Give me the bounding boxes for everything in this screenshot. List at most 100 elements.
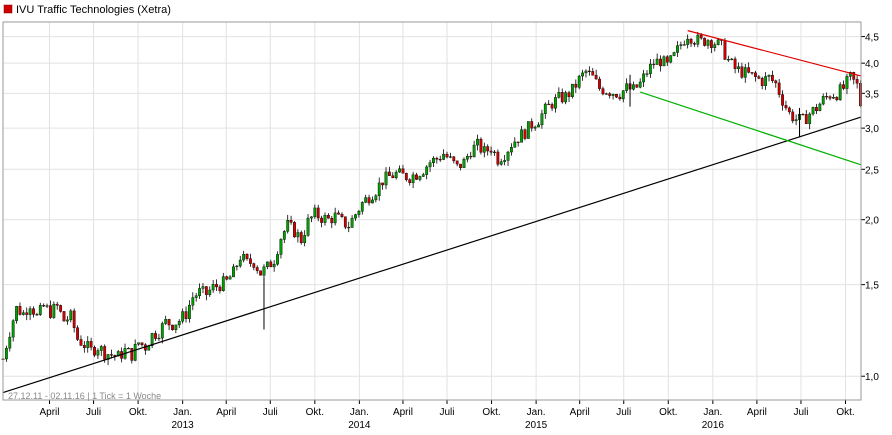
candle-down [659, 58, 662, 67]
candle-up [357, 211, 361, 215]
candle-down [89, 341, 93, 348]
candle-up [540, 113, 544, 126]
candle-up [604, 93, 608, 95]
candle-up [238, 259, 242, 267]
y-tick-label: 2,0 [865, 216, 879, 227]
candle-up [86, 341, 90, 348]
candle-down [82, 345, 86, 348]
candle-up [686, 38, 690, 45]
candle-up [638, 81, 642, 88]
candle-up [726, 59, 730, 61]
candle-up [537, 124, 540, 128]
candle-up [52, 303, 56, 318]
y-tick-label: 3,0 [865, 124, 879, 135]
candle-down [55, 303, 59, 306]
candle-up [821, 96, 825, 105]
x-tick-label: Juli [616, 407, 631, 418]
candle-up [286, 220, 290, 232]
candle-up [133, 343, 137, 361]
candle-down [842, 84, 845, 89]
year-label: 2016 [702, 420, 725, 431]
candle-down [598, 78, 601, 89]
candle-up [506, 151, 510, 161]
candle-down [435, 157, 439, 160]
candle-up [482, 146, 486, 153]
candle-up [442, 153, 446, 160]
candle-up [354, 214, 357, 219]
candle-down [784, 105, 788, 109]
candle-down [530, 121, 534, 129]
candle-down [594, 75, 598, 80]
candle-up [228, 276, 232, 280]
candle-up [655, 58, 659, 65]
candle-up [279, 239, 283, 255]
candle-up [194, 295, 198, 298]
candle-up [221, 276, 225, 292]
candle-up [15, 306, 18, 321]
candle-down [35, 314, 39, 316]
candle-up [448, 156, 452, 158]
candle-down [438, 158, 442, 161]
candle-up [428, 162, 432, 168]
candle-up [811, 107, 815, 115]
candle-up [808, 113, 812, 124]
candle-down [252, 263, 256, 268]
candle-down [316, 207, 320, 219]
candle-up [99, 346, 103, 351]
candle-down [469, 155, 473, 158]
candle-up [265, 261, 269, 268]
y-axis-labels: 1,0 1,5 2,0 2,5 3,0 3,5 4,0 4,5 [865, 33, 879, 384]
candle-down [415, 174, 418, 180]
candle-up [371, 199, 374, 204]
candle-up [764, 76, 768, 86]
candle-down [618, 96, 622, 100]
candle-up [584, 70, 588, 74]
candle-down [587, 70, 591, 72]
candle-up [503, 160, 507, 162]
y-tick-label: 2,5 [865, 165, 879, 176]
candle-up [672, 52, 676, 56]
candle-up [323, 215, 327, 223]
x-tick-label: April [570, 407, 590, 418]
candle-up [188, 304, 191, 319]
candle-up [499, 161, 503, 165]
candle-down [391, 175, 395, 179]
candle-up [648, 63, 652, 74]
trendlines [2, 30, 862, 394]
candle-down [343, 216, 347, 228]
candle-down [723, 40, 727, 60]
candle-down [574, 83, 578, 88]
candle-down [452, 156, 456, 162]
candle-up [177, 321, 181, 326]
candle-up [313, 207, 317, 218]
candle-up [303, 235, 307, 244]
candle-up [848, 71, 852, 77]
candle-up [581, 72, 584, 77]
candle-up [157, 337, 161, 340]
candle-up [21, 312, 25, 315]
x-axis-labels: April Juli Okt. Jan. April Juli Okt. Jan. April J… [39, 407, 854, 431]
candle-down [665, 56, 669, 63]
candle-down [455, 160, 459, 165]
candle-down [486, 146, 490, 152]
trendline [687, 30, 862, 77]
candle-down [167, 319, 171, 326]
candle-up [398, 168, 401, 173]
candle-up [45, 305, 49, 307]
y-tick-label: 1,0 [865, 372, 879, 383]
candle-up [160, 323, 164, 339]
candle-up [296, 232, 300, 238]
candle-down [550, 104, 554, 109]
candle-up [832, 97, 835, 99]
y-tick-label: 3,5 [865, 89, 879, 100]
candle-down [489, 150, 493, 153]
candle-up [794, 119, 798, 122]
candle-up [621, 90, 625, 100]
candle-down [781, 94, 784, 106]
candle-down [791, 111, 795, 122]
candle-up [577, 75, 581, 88]
candle-down [635, 84, 639, 88]
candle-down [567, 92, 571, 97]
candle-down [49, 305, 52, 318]
